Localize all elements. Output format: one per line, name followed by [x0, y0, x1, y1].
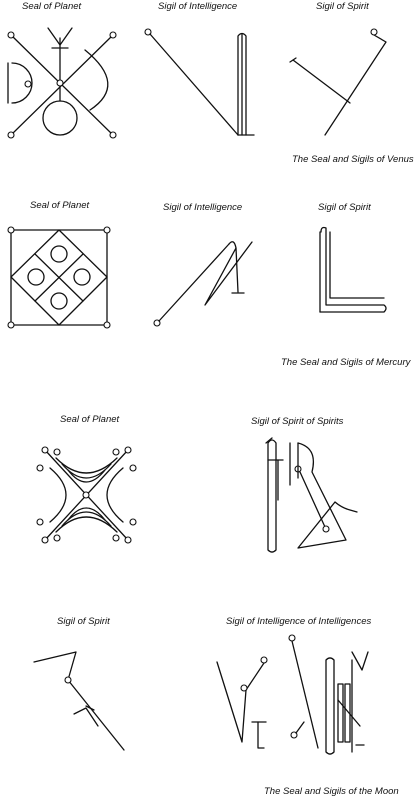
mercury-seal: [7, 226, 111, 329]
mercury-intelligence-label: Sigil of Intelligence: [163, 202, 243, 213]
mercury-intelligence-sigil: [153, 241, 253, 327]
moon-spirit-of-spirits-label: Sigil of Spirit of Spirits: [251, 416, 344, 427]
venus-spirit-sigil: [289, 28, 387, 136]
venus-caption: The Seal and Sigils of Venus: [292, 154, 414, 165]
mercury-caption: The Seal and Sigils of Mercury: [281, 357, 411, 368]
moon-intelligence-of-intelligences-label: Sigil of Intelligence of Intelligences: [226, 616, 372, 627]
venus-intelligence-label: Sigil of Intelligence: [158, 1, 238, 12]
venus-seal: [7, 27, 117, 139]
venus-spirit-label: Sigil of Spirit: [316, 1, 369, 12]
moon-intelligence-of-intelligences-sigil: [216, 634, 369, 755]
mercury-spirit-label: Sigil of Spirit: [318, 202, 371, 213]
mercury-spirit-sigil: [319, 226, 387, 313]
moon-seal-label: Seal of Planet: [60, 414, 120, 425]
venus-seal-label: Seal of Planet: [22, 1, 82, 12]
moon-spirit-of-spirits-sigil: [265, 437, 358, 553]
venus-intelligence-sigil: [144, 28, 255, 136]
moon-caption: The Seal and Sigils of the Moon: [264, 786, 399, 797]
moon-spirit-sigil: [33, 651, 125, 751]
moon-seal: [36, 446, 137, 544]
mercury-seal-label: Seal of Planet: [30, 200, 90, 211]
moon-spirit-label: Sigil of Spirit: [57, 616, 110, 627]
